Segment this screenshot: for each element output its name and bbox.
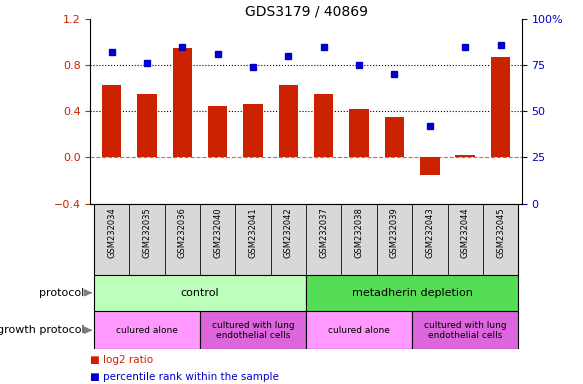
Bar — [455, 155, 475, 157]
Bar — [208, 106, 227, 157]
Text: GSM232042: GSM232042 — [284, 207, 293, 258]
Text: GSM232040: GSM232040 — [213, 207, 222, 258]
Bar — [200, 204, 236, 275]
Bar — [412, 204, 448, 275]
Text: ■ log2 ratio: ■ log2 ratio — [90, 355, 153, 365]
Bar — [448, 204, 483, 275]
Text: metadherin depletion: metadherin depletion — [352, 288, 473, 298]
Bar — [94, 311, 200, 349]
Bar — [243, 104, 263, 157]
Bar — [102, 85, 121, 157]
Bar — [314, 94, 333, 157]
Text: culured alone: culured alone — [328, 326, 390, 335]
Bar — [137, 94, 157, 157]
Text: GSM232044: GSM232044 — [461, 207, 470, 258]
Text: growth protocol: growth protocol — [0, 325, 85, 335]
Text: protocol: protocol — [39, 288, 85, 298]
Bar — [306, 204, 342, 275]
Text: ■ percentile rank within the sample: ■ percentile rank within the sample — [90, 372, 279, 382]
Bar — [342, 204, 377, 275]
Bar — [236, 204, 271, 275]
Text: GSM232039: GSM232039 — [390, 207, 399, 258]
Text: GSM232036: GSM232036 — [178, 207, 187, 258]
Bar — [94, 204, 129, 275]
Bar — [129, 204, 164, 275]
Text: GSM232041: GSM232041 — [248, 207, 258, 258]
Bar — [271, 204, 306, 275]
Bar — [385, 117, 404, 157]
Text: GSM232037: GSM232037 — [319, 207, 328, 258]
Text: cultured with lung
endothelial cells: cultured with lung endothelial cells — [424, 321, 507, 340]
Text: GSM232035: GSM232035 — [142, 207, 152, 258]
Bar — [94, 275, 306, 311]
Bar — [306, 311, 412, 349]
Bar — [279, 85, 298, 157]
Text: GSM232045: GSM232045 — [496, 207, 505, 258]
Text: control: control — [181, 288, 219, 298]
Bar — [173, 48, 192, 157]
Bar — [491, 57, 510, 157]
Title: GDS3179 / 40869: GDS3179 / 40869 — [245, 4, 367, 18]
Text: culured alone: culured alone — [116, 326, 178, 335]
Text: cultured with lung
endothelial cells: cultured with lung endothelial cells — [212, 321, 294, 340]
Text: GSM232038: GSM232038 — [354, 207, 364, 258]
Bar — [164, 204, 200, 275]
Bar — [200, 311, 306, 349]
Bar — [483, 204, 518, 275]
Text: GSM232034: GSM232034 — [107, 207, 116, 258]
Text: GSM232043: GSM232043 — [426, 207, 434, 258]
Bar — [306, 275, 518, 311]
Bar — [377, 204, 412, 275]
Bar — [349, 109, 369, 157]
Bar — [412, 311, 518, 349]
Bar — [420, 157, 440, 175]
